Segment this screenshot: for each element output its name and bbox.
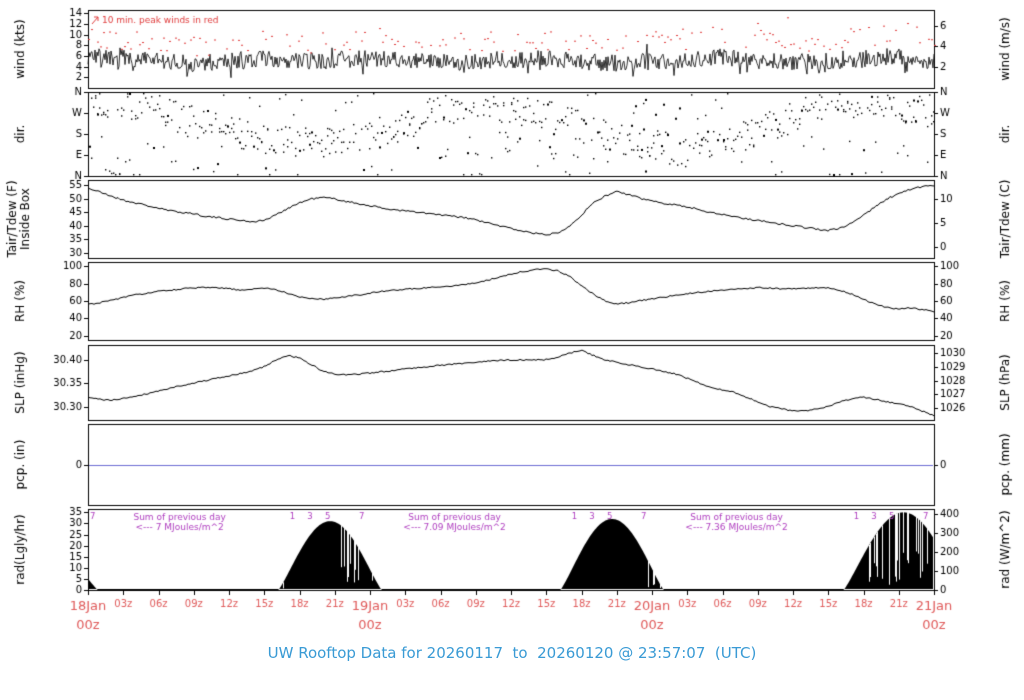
meteogram-figure: UW Rooftop Data for 20260117 to 20260120… — [0, 0, 1024, 662]
figure-caption: UW Rooftop Data for 20260117 to 20260120… — [267, 644, 757, 662]
meteogram-canvas — [0, 0, 1024, 642]
